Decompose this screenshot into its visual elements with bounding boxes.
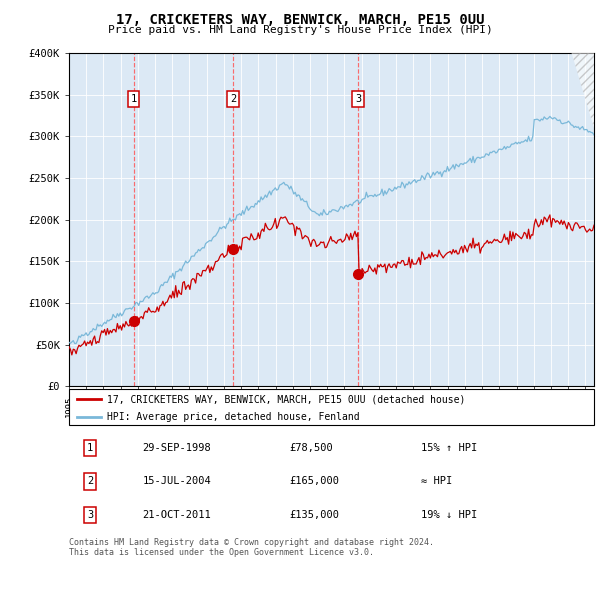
Text: HPI: Average price, detached house, Fenland: HPI: Average price, detached house, Fenl… [107, 412, 359, 422]
Text: 17, CRICKETERS WAY, BENWICK, MARCH, PE15 0UU: 17, CRICKETERS WAY, BENWICK, MARCH, PE15… [116, 13, 484, 27]
Polygon shape [572, 53, 594, 128]
Text: 19% ↓ HPI: 19% ↓ HPI [421, 510, 477, 520]
Text: 1: 1 [130, 94, 137, 104]
Text: 2: 2 [87, 477, 93, 486]
Text: 21-OCT-2011: 21-OCT-2011 [143, 510, 211, 520]
Text: 15% ↑ HPI: 15% ↑ HPI [421, 443, 477, 453]
Text: 29-SEP-1998: 29-SEP-1998 [143, 443, 211, 453]
Text: 17, CRICKETERS WAY, BENWICK, MARCH, PE15 0UU (detached house): 17, CRICKETERS WAY, BENWICK, MARCH, PE15… [107, 394, 465, 404]
Text: 3: 3 [355, 94, 361, 104]
Text: ≈ HPI: ≈ HPI [421, 477, 452, 486]
Text: 3: 3 [87, 510, 93, 520]
Text: 1: 1 [87, 443, 93, 453]
Text: Contains HM Land Registry data © Crown copyright and database right 2024.
This d: Contains HM Land Registry data © Crown c… [69, 538, 434, 558]
Text: 2: 2 [230, 94, 236, 104]
Text: Price paid vs. HM Land Registry's House Price Index (HPI): Price paid vs. HM Land Registry's House … [107, 25, 493, 35]
Text: £78,500: £78,500 [290, 443, 333, 453]
Text: £135,000: £135,000 [290, 510, 340, 520]
Text: £165,000: £165,000 [290, 477, 340, 486]
Text: 15-JUL-2004: 15-JUL-2004 [143, 477, 211, 486]
